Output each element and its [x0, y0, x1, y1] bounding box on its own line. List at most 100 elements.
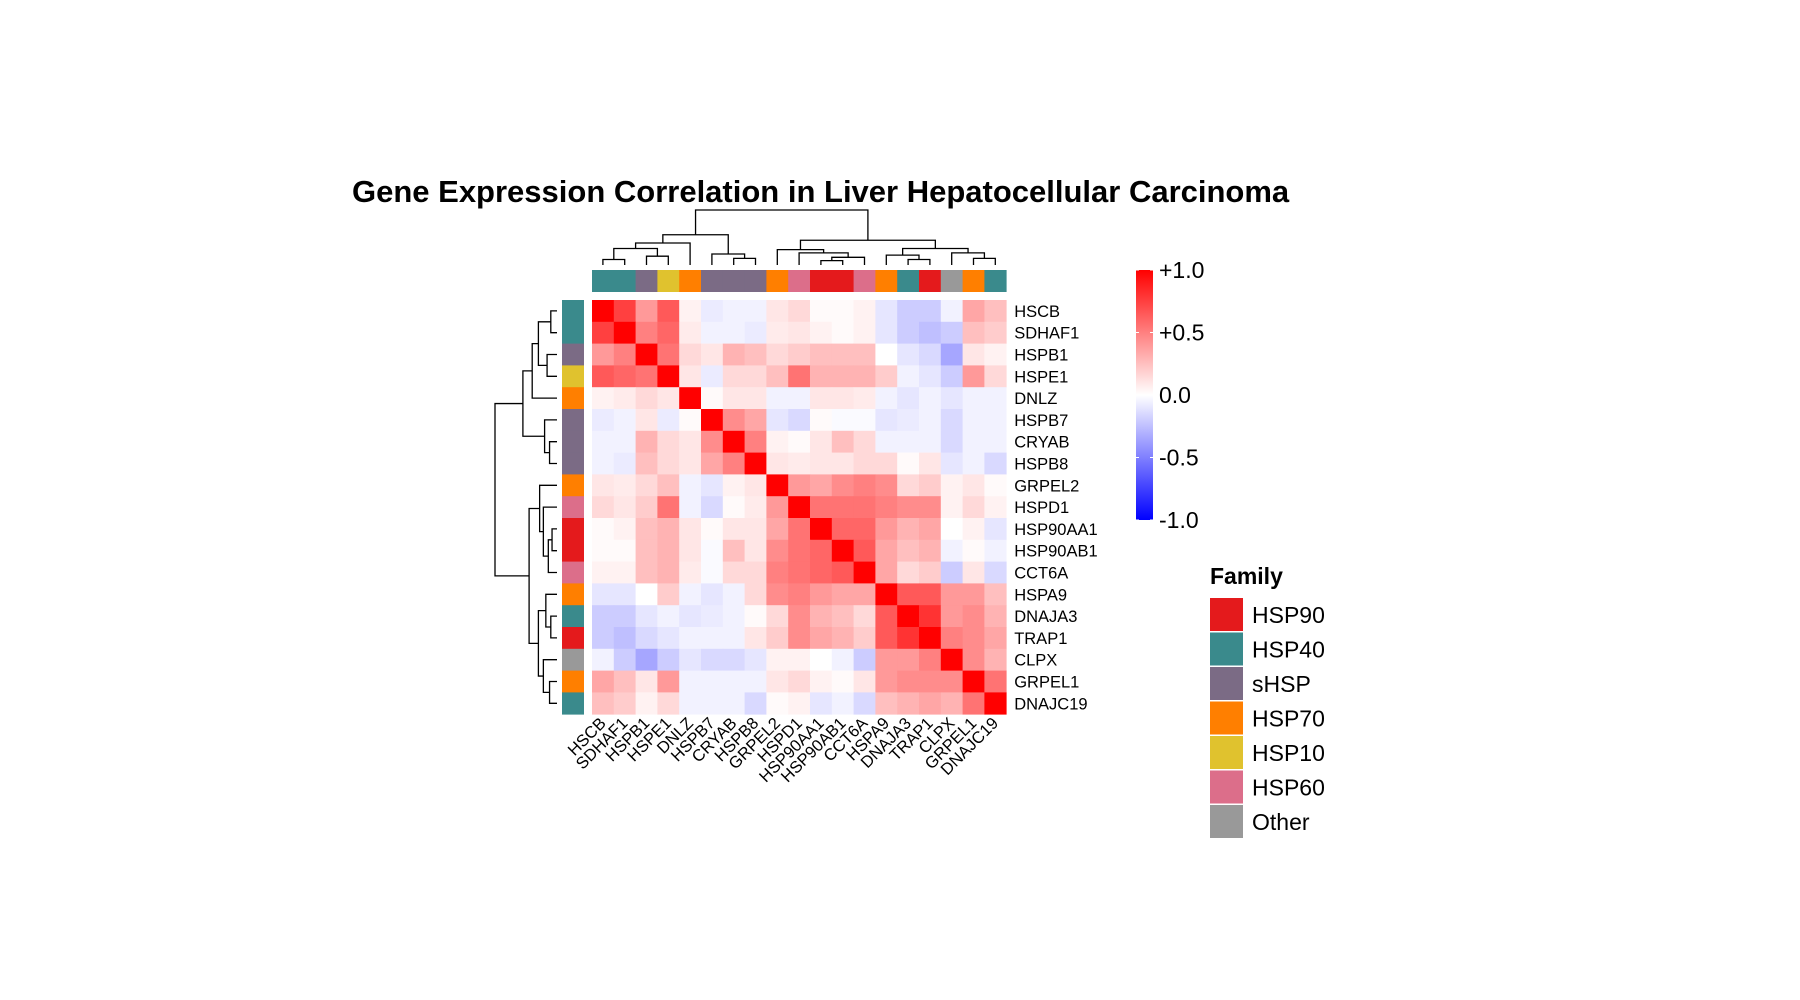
cell-CRYAB-CRYAB — [722, 430, 745, 453]
col-family-HSPE1 — [657, 270, 680, 292]
cell-HSPE1-TRAP1 — [919, 365, 942, 388]
row-label: HSPD1 — [1014, 499, 1069, 517]
cell-HSPE1-SDHAF1 — [613, 365, 636, 388]
row-family-DNLZ — [562, 387, 584, 410]
dendrogram-branch — [820, 259, 844, 265]
column-labels: HSCBSDHAF1HSPB1HSPE1DNLZHSPB7CRYABHSPB8G… — [565, 714, 1003, 786]
cell-HSPA9-CRYAB — [722, 583, 745, 606]
dendrogram-branch — [798, 252, 849, 265]
color-scale-tick: +1.0 — [1159, 257, 1204, 283]
cell-CCT6A-HSP90AB1 — [831, 561, 854, 584]
cell-HSP90AB1-HSPA9 — [875, 539, 898, 562]
cell-DNAJA3-HSPD1 — [788, 605, 811, 628]
cell-TRAP1-HSPE1 — [657, 627, 680, 650]
cell-HSP90AA1-HSPA9 — [875, 518, 898, 541]
col-family-SDHAF1 — [613, 270, 636, 292]
col-family-HSPB7 — [701, 270, 724, 292]
cell-GRPEL2-HSPA9 — [875, 474, 898, 497]
cell-HSCB-CLPX — [940, 300, 963, 323]
row-family-CLPX — [562, 648, 584, 671]
cell-HSP90AA1-DNAJC19 — [984, 518, 1007, 541]
cell-HSCB-DNAJC19 — [984, 300, 1007, 323]
cell-HSPB1-HSPB1 — [635, 343, 658, 366]
cell-TRAP1-TRAP1 — [919, 627, 942, 650]
cell-HSPD1-DNAJA3 — [897, 496, 920, 519]
cell-HSPE1-HSPE1 — [657, 365, 680, 388]
cell-HSPB7-HSPB1 — [635, 409, 658, 432]
cell-HSPB1-GRPEL2 — [766, 343, 789, 366]
cell-DNLZ-DNAJA3 — [897, 387, 920, 410]
dendrogram-branch — [537, 610, 546, 677]
cell-HSPD1-DNLZ — [679, 496, 702, 519]
cell-SDHAF1-DNAJC19 — [984, 321, 1007, 344]
color-scale-gradient — [1136, 270, 1153, 520]
cell-GRPEL2-CRYAB — [722, 474, 745, 497]
cell-HSPD1-HSCB — [592, 496, 615, 519]
cell-GRPEL2-DNLZ — [679, 474, 702, 497]
cell-TRAP1-HSPB8 — [744, 627, 767, 650]
cell-HSCB-HSPB7 — [701, 300, 724, 323]
cell-HSCB-DNAJA3 — [897, 300, 920, 323]
cell-CLPX-SDHAF1 — [613, 648, 636, 671]
row-label: HSPA9 — [1014, 586, 1067, 604]
cell-HSP90AB1-HSP90AA1 — [810, 539, 833, 562]
cell-GRPEL1-HSPB1 — [635, 670, 658, 693]
cell-CLPX-HSPB1 — [635, 648, 658, 671]
cell-DNAJA3-HSPB7 — [701, 605, 724, 628]
cell-HSPE1-DNLZ — [679, 365, 702, 388]
cell-HSPA9-TRAP1 — [919, 583, 942, 606]
legend-swatch-hsp60 — [1210, 770, 1243, 804]
cell-HSPA9-HSPB7 — [701, 583, 724, 606]
cell-HSP90AB1-SDHAF1 — [613, 539, 636, 562]
cell-CLPX-HSPA9 — [875, 648, 898, 671]
row-label: DNAJC19 — [1014, 695, 1087, 713]
cell-SDHAF1-HSPB8 — [744, 321, 767, 344]
cell-DNLZ-GRPEL2 — [766, 387, 789, 410]
cell-DNLZ-DNLZ — [679, 387, 702, 410]
cell-HSPB1-HSPD1 — [788, 343, 811, 366]
cell-GRPEL2-GRPEL2 — [766, 474, 789, 497]
cell-HSP90AA1-GRPEL2 — [766, 518, 789, 541]
color-scale-bar: +1.0 +0.5 0.0 -0.5 -1.0 — [1136, 257, 1204, 533]
cell-CLPX-DNAJA3 — [897, 648, 920, 671]
cell-HSPD1-HSPB7 — [701, 496, 724, 519]
cell-GRPEL1-HSPA9 — [875, 670, 898, 693]
cell-CLPX-HSPB7 — [701, 648, 724, 671]
column-family-annotation — [592, 270, 1007, 292]
row-label: HSP90AB1 — [1014, 543, 1097, 561]
legend-label-hsp90: HSP90 — [1252, 602, 1325, 628]
cell-GRPEL1-DNAJA3 — [897, 670, 920, 693]
legend-label-hsp60: HSP60 — [1252, 775, 1325, 801]
row-family-TRAP1 — [562, 627, 584, 650]
cell-DNAJC19-TRAP1 — [919, 692, 942, 715]
cell-CLPX-CCT6A — [853, 648, 876, 671]
cell-DNAJC19-HSPB8 — [744, 692, 767, 715]
cell-HSPE1-HSPB1 — [635, 365, 658, 388]
color-scale-tick: -1.0 — [1159, 507, 1199, 533]
cell-TRAP1-CRYAB — [722, 627, 745, 650]
cell-CCT6A-DNAJA3 — [897, 561, 920, 584]
cell-HSPB1-CRYAB — [722, 343, 745, 366]
col-family-GRPEL1 — [962, 270, 985, 292]
cell-HSPB8-GRPEL1 — [962, 452, 985, 475]
row-family-HSPB7 — [562, 409, 584, 432]
cell-HSP90AA1-HSPB1 — [635, 518, 658, 541]
cell-GRPEL1-SDHAF1 — [613, 670, 636, 693]
cell-GRPEL1-HSP90AA1 — [810, 670, 833, 693]
cell-GRPEL2-SDHAF1 — [613, 474, 636, 497]
cell-HSPD1-HSPA9 — [875, 496, 898, 519]
dendrogram-branch — [548, 441, 557, 465]
col-family-HSP90AA1 — [810, 270, 833, 292]
legend-swatch-hsp70 — [1210, 701, 1243, 735]
cell-DNLZ-HSPD1 — [788, 387, 811, 410]
cell-SDHAF1-HSP90AA1 — [810, 321, 833, 344]
cell-HSPA9-HSPA9 — [875, 583, 898, 606]
cell-HSP90AA1-CCT6A — [853, 518, 876, 541]
cell-CLPX-GRPEL2 — [766, 648, 789, 671]
cell-CRYAB-HSPB7 — [701, 430, 724, 453]
cell-DNLZ-TRAP1 — [919, 387, 942, 410]
cell-HSCB-HSPB1 — [635, 300, 658, 323]
cell-CCT6A-HSPB1 — [635, 561, 658, 584]
dendrogram-branch — [711, 253, 746, 265]
row-label: HSPB7 — [1014, 412, 1068, 430]
